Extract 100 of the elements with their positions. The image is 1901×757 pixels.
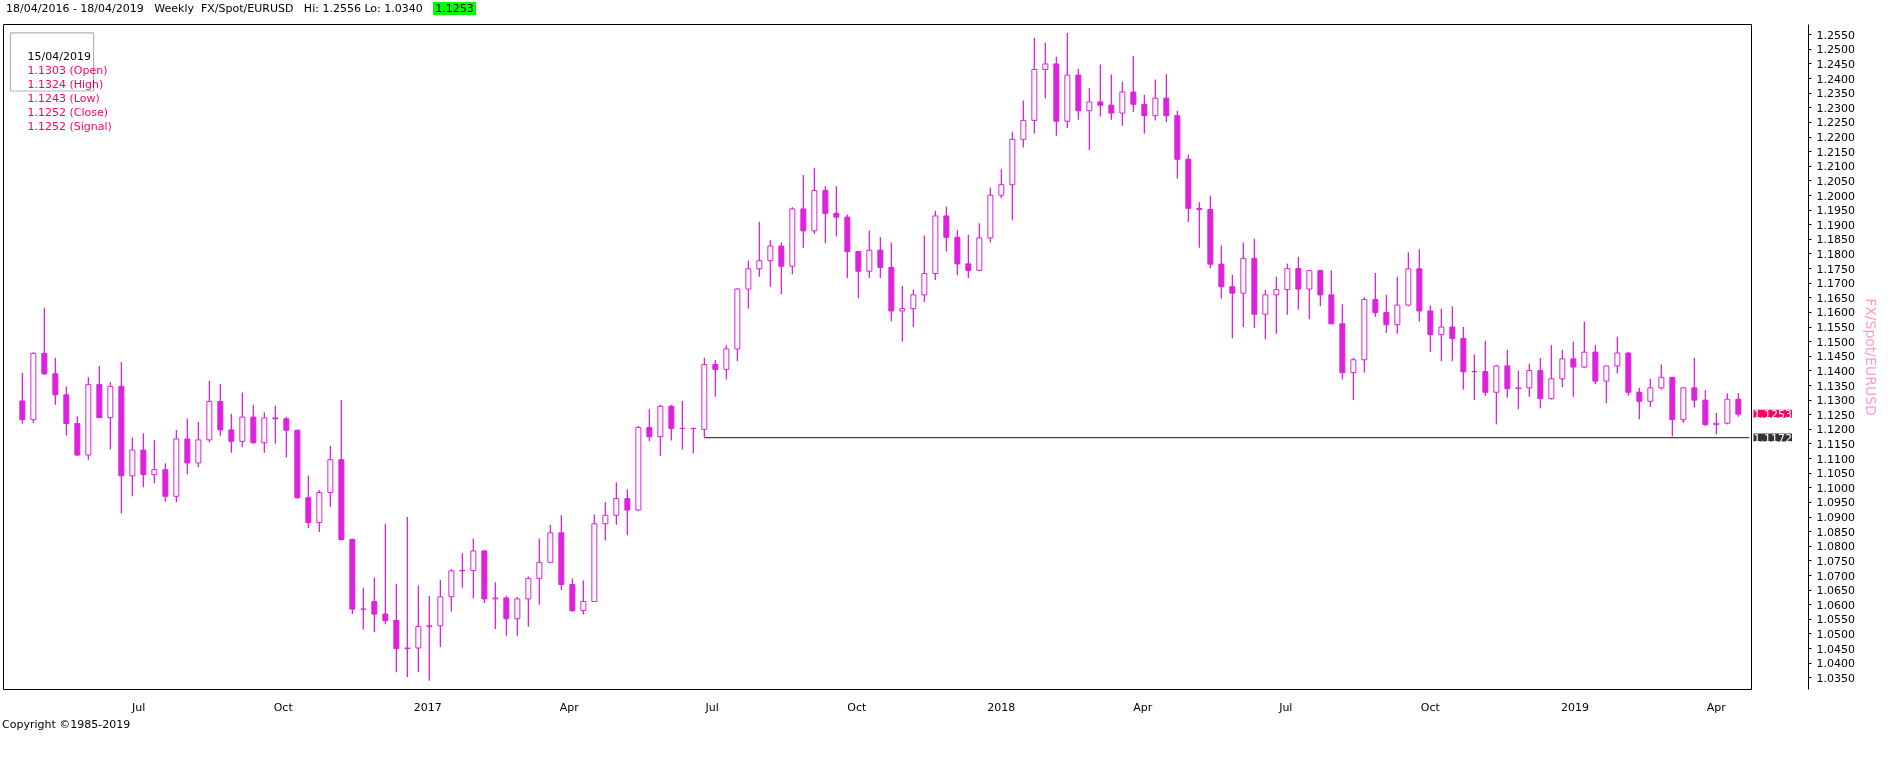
candlestick bbox=[1581, 320, 1588, 369]
y-tick-label: 1.0450 bbox=[1816, 642, 1855, 656]
candlestick bbox=[1394, 276, 1401, 335]
annotation: 1.1253 bbox=[1753, 407, 1792, 421]
candlestick bbox=[1691, 357, 1698, 409]
y-tick-label: 1.0350 bbox=[1816, 671, 1855, 685]
candlestick bbox=[470, 537, 477, 599]
y-tick-label: 1.1650 bbox=[1816, 291, 1855, 305]
y-tick-label: 1.2050 bbox=[1816, 174, 1855, 188]
y-tick-label: 1.1300 bbox=[1816, 394, 1855, 408]
y-tick-label: 1.2100 bbox=[1816, 160, 1855, 174]
candlestick bbox=[1647, 378, 1654, 408]
candlestick bbox=[371, 576, 378, 633]
y-tick-label: 1.1450 bbox=[1816, 350, 1855, 364]
candlestick bbox=[998, 168, 1005, 199]
candlestick bbox=[195, 421, 202, 468]
candlestick bbox=[1449, 305, 1456, 362]
y-tick-label: 1.2350 bbox=[1816, 87, 1855, 101]
candlestick bbox=[1020, 99, 1027, 149]
candlestick bbox=[536, 537, 543, 606]
candlestick bbox=[910, 288, 917, 328]
candlestick bbox=[1196, 201, 1203, 249]
x-tick-label: Jul bbox=[704, 700, 719, 714]
y-tick-label: 1.0750 bbox=[1816, 554, 1855, 568]
candlestick bbox=[1284, 262, 1291, 316]
candlestick bbox=[1724, 392, 1731, 426]
candlestick bbox=[1273, 276, 1280, 335]
candlestick bbox=[1427, 304, 1434, 353]
y-tick-label: 1.1850 bbox=[1816, 233, 1855, 247]
candlestick bbox=[1658, 363, 1665, 391]
annotation: 1.1252 (Close) bbox=[27, 105, 109, 119]
y-tick-label: 1.2000 bbox=[1816, 189, 1855, 203]
candlestick bbox=[228, 413, 235, 454]
candlestick bbox=[668, 404, 675, 442]
y-tick-label: 1.1700 bbox=[1816, 277, 1855, 291]
candlestick bbox=[712, 359, 719, 398]
candlestick bbox=[1526, 362, 1533, 398]
x-tick-label: Oct bbox=[1420, 700, 1441, 714]
y-tick-label: 1.1250 bbox=[1816, 408, 1855, 422]
candlestick bbox=[767, 239, 774, 288]
candlestick bbox=[525, 575, 532, 628]
candlestick bbox=[514, 596, 521, 637]
y-tick-label: 1.1150 bbox=[1816, 437, 1855, 451]
x-tick-label: Apr bbox=[559, 700, 580, 714]
text: Copyright ©1985-2019 bbox=[2, 717, 131, 733]
candlestick bbox=[151, 439, 158, 485]
x-tick-label: Jul bbox=[131, 700, 146, 714]
candlestick bbox=[1559, 349, 1566, 388]
candlestick bbox=[1262, 289, 1269, 340]
candlestick bbox=[272, 405, 279, 445]
candlestick bbox=[184, 417, 191, 476]
annotation: 1.1243 (Low) bbox=[27, 91, 100, 105]
candlestick bbox=[965, 234, 972, 279]
candlestick bbox=[899, 285, 906, 343]
y-tick-label: 1.0700 bbox=[1816, 569, 1855, 583]
y-tick-label: 1.0500 bbox=[1816, 627, 1855, 641]
y-tick-label: 1.0800 bbox=[1816, 540, 1855, 554]
candlestick bbox=[1636, 387, 1643, 421]
candlestick bbox=[756, 221, 763, 278]
candlestick bbox=[1482, 340, 1489, 397]
candlestick bbox=[1515, 369, 1522, 410]
y-tick-label: 1.0650 bbox=[1816, 584, 1855, 598]
x-tick-label: Jul bbox=[1278, 700, 1293, 714]
candlestick bbox=[800, 174, 807, 249]
y-tick-label: 1.2450 bbox=[1816, 57, 1855, 71]
candlestick bbox=[943, 205, 950, 253]
chart-title: 18/04/2016 - 18/04/2019 Weekly FX/Spot/EURUSD Hi: 1.2556 Lo: 1.0340 bbox=[6, 2, 423, 15]
candlestick bbox=[1152, 78, 1159, 122]
candlestick bbox=[41, 307, 48, 376]
candlestick bbox=[1295, 256, 1302, 311]
candlestick bbox=[1383, 294, 1390, 334]
y-tick-label: 1.1400 bbox=[1816, 364, 1855, 378]
y-tick-label: 1.1950 bbox=[1816, 204, 1855, 218]
candlestick bbox=[1735, 392, 1742, 418]
y-tick-label: 1.2200 bbox=[1816, 131, 1855, 145]
y-tick-label: 1.1500 bbox=[1816, 335, 1855, 349]
candlestick bbox=[602, 501, 609, 542]
annotation: 1.1303 (Open) bbox=[27, 63, 108, 77]
candlestick bbox=[1042, 41, 1049, 100]
y-tick-label: 1.2250 bbox=[1816, 116, 1855, 130]
candlestick bbox=[1614, 336, 1621, 375]
y-tick-label: 1.0850 bbox=[1816, 525, 1855, 539]
annotation: 1.1324 (High) bbox=[27, 77, 104, 91]
annotation: 15/04/2019 bbox=[27, 49, 91, 63]
y-tick-label: 1.0600 bbox=[1816, 598, 1855, 612]
candlestick bbox=[1086, 87, 1093, 151]
candlestick bbox=[52, 357, 59, 406]
y-tick-label: 1.1200 bbox=[1816, 423, 1855, 437]
candlestick bbox=[503, 595, 510, 637]
x-tick-label: Oct bbox=[847, 700, 867, 714]
candlestick bbox=[1603, 365, 1610, 404]
candlestick bbox=[1350, 357, 1357, 401]
y-tick-label: 1.1000 bbox=[1816, 481, 1855, 495]
y-tick-label: 1.1350 bbox=[1816, 379, 1855, 393]
candlestick bbox=[382, 523, 389, 625]
y-axis-title: FX/Spot/EURUSD bbox=[1862, 298, 1879, 416]
candlestick bbox=[624, 488, 631, 536]
candlestick bbox=[283, 416, 290, 459]
y-tick-label: 1.2300 bbox=[1816, 101, 1855, 115]
candlestick bbox=[492, 581, 499, 630]
